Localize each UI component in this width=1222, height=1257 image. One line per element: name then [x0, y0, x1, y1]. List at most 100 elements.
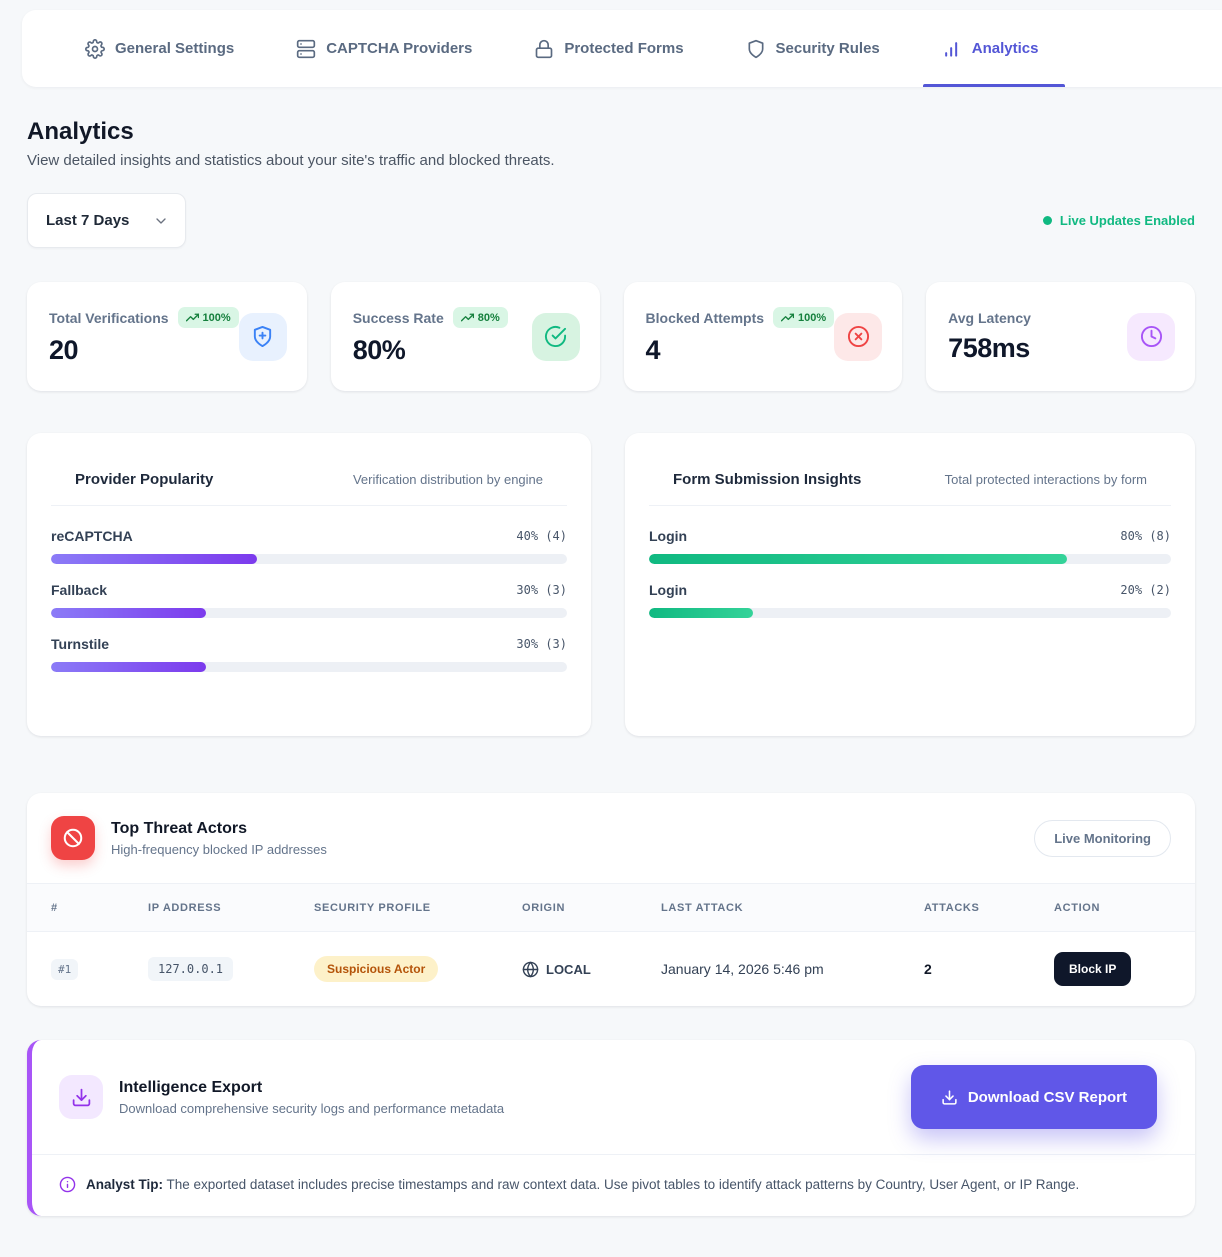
shield-icon	[748, 39, 764, 58]
divider	[51, 505, 567, 506]
col-attacks: Attacks	[924, 901, 980, 914]
last-attack-date: January 14, 2026 5:46 pm	[661, 961, 824, 977]
check-circle-icon	[531, 312, 580, 361]
section-subtitle: Download comprehensive security logs and…	[119, 1100, 505, 1116]
page-title: Analytics	[27, 118, 134, 145]
bar-row-turnstile: Turnstile 30% (3)	[51, 636, 567, 672]
block-ip-button[interactable]: Block IP	[1054, 952, 1132, 986]
live-updates-status: Live Updates Enabled	[1042, 213, 1195, 228]
stat-value: 4	[645, 335, 661, 365]
rank-badge: #1	[51, 958, 79, 980]
section-title: Top Threat Actors	[111, 819, 248, 837]
bar-value: 40% (4)	[516, 529, 567, 543]
chart-subtitle: Verification distribution by engine	[352, 472, 543, 487]
tab-label: CAPTCHA Providers	[326, 40, 473, 57]
page-subtitle: View detailed insights and statistics ab…	[27, 152, 555, 169]
tab-label: Analytics	[971, 40, 1039, 57]
bar-value: 30% (3)	[516, 637, 567, 651]
live-updates-label: Live Updates Enabled	[1059, 213, 1195, 228]
bar-row-login-2: Login 20% (2)	[649, 582, 1171, 618]
provider-popularity-card: Provider Popularity Verification distrib…	[27, 433, 591, 736]
ip-address: 127.0.0.1	[148, 957, 234, 981]
globe-icon	[522, 961, 539, 977]
trending-up-icon	[185, 313, 199, 322]
analyst-tip-label: Analyst Tip:	[86, 1177, 164, 1192]
stat-card-avg-latency: Avg Latency 758ms	[926, 282, 1195, 391]
bar-label: Login	[649, 582, 688, 598]
download-csv-button[interactable]: Download CSV Report	[910, 1065, 1157, 1129]
bar-label: Login	[649, 528, 688, 544]
chevron-down-icon	[156, 217, 166, 224]
stat-label: Avg Latency	[948, 309, 1031, 326]
col-origin: Origin	[522, 901, 566, 914]
table-row: #1 127.0.0.1 Suspicious Actor LOCAL Janu…	[27, 932, 1195, 1006]
col-action: Action	[1054, 901, 1101, 914]
tab-label: Protected Forms	[564, 40, 684, 57]
date-range-select[interactable]: Last 7 Days	[27, 193, 186, 248]
trending-up-icon	[460, 313, 474, 322]
progress-track	[649, 608, 1171, 618]
progress-fill	[51, 608, 206, 618]
date-range-value: Last 7 Days	[46, 212, 130, 229]
bar-value: 80% (8)	[1120, 529, 1171, 543]
analyst-tip-text: Analyst Tip: The exported dataset includ…	[86, 1177, 1080, 1192]
clock-icon	[1127, 312, 1175, 361]
shield-plus-icon	[238, 312, 287, 361]
bar-label: reCAPTCHA	[51, 528, 133, 544]
stat-label: Success Rate	[352, 309, 444, 326]
col-ip-address: IP Address	[148, 901, 222, 914]
chart-title: Form Submission Insights	[673, 471, 862, 488]
table-header-row: # IP Address Security Profile Origin Las…	[27, 883, 1195, 932]
progress-fill	[649, 608, 754, 618]
stat-value: 20	[49, 335, 79, 365]
x-circle-icon	[834, 312, 883, 361]
tab-analytics[interactable]: Analytics	[922, 10, 1066, 87]
server-icon	[297, 39, 316, 58]
download-csv-label: Download CSV Report	[967, 1088, 1127, 1106]
trending-up-icon	[781, 313, 795, 322]
trend-badge: 80%	[452, 307, 508, 328]
stat-label: Total Verifications	[49, 309, 169, 326]
stat-card-total-verifications: Total Verifications 100% 20	[27, 282, 307, 391]
lock-icon	[536, 39, 553, 58]
settings-tab-bar: General Settings CAPTCHA Providers Prote…	[22, 10, 1222, 87]
progress-track	[51, 608, 567, 618]
col-rank: #	[51, 901, 58, 914]
progress-fill	[649, 554, 1067, 564]
live-dot-icon	[1042, 216, 1052, 225]
bar-row-fallback: Fallback 30% (3)	[51, 582, 567, 618]
tab-label: Security Rules	[775, 40, 880, 57]
tab-label: General Settings	[115, 40, 235, 57]
attack-count: 2	[924, 961, 932, 977]
stat-value: 80%	[352, 335, 406, 365]
trend-badge: 100%	[177, 307, 239, 328]
bar-value: 20% (2)	[1120, 583, 1171, 597]
divider	[32, 1154, 1195, 1155]
tab-protected-forms[interactable]: Protected Forms	[521, 10, 696, 87]
bar-label: Fallback	[51, 582, 108, 598]
origin-cell: LOCAL	[522, 961, 661, 978]
info-icon	[59, 1176, 76, 1193]
analyst-tip: Analyst Tip: The exported dataset includ…	[32, 1155, 1195, 1216]
col-last-attack: Last Attack	[661, 901, 744, 914]
stat-card-blocked-attempts: Blocked Attempts 100% 4	[623, 282, 903, 391]
progress-track	[649, 554, 1171, 564]
tab-general-settings[interactable]: General Settings	[72, 10, 247, 87]
top-threat-actors-card: Top Threat Actors High-frequency blocked…	[27, 793, 1195, 1006]
bar-row-recaptcha: reCAPTCHA 40% (4)	[51, 528, 567, 564]
bar-label: Turnstile	[51, 636, 110, 652]
progress-track	[51, 554, 567, 564]
tab-captcha-providers[interactable]: CAPTCHA Providers	[283, 10, 485, 87]
chart-title: Provider Popularity	[75, 471, 214, 488]
gear-icon	[85, 38, 105, 59]
chart-subtitle: Total protected interactions by form	[944, 472, 1147, 487]
col-security-profile: Security Profile	[314, 901, 431, 914]
stats-row: Total Verifications 100% 20 Success Rate	[27, 282, 1195, 391]
bar-value: 30% (3)	[516, 583, 567, 597]
tab-security-rules[interactable]: Security Rules	[733, 10, 893, 87]
stat-label: Blocked Attempts	[645, 309, 765, 326]
origin-label: LOCAL	[546, 961, 591, 977]
section-subtitle: High-frequency blocked IP addresses	[111, 841, 327, 857]
bar-row-login-1: Login 80% (8)	[649, 528, 1171, 564]
live-monitoring-button[interactable]: Live Monitoring	[1034, 819, 1171, 857]
